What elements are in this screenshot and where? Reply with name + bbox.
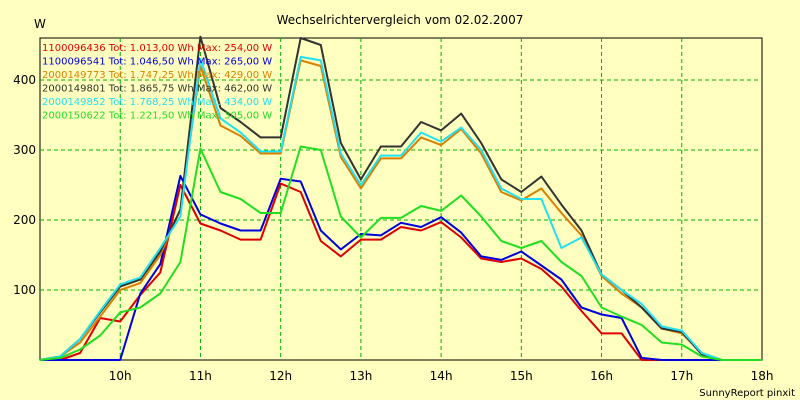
y-tick-label: 100: [13, 283, 36, 297]
y-tick-label: 200: [13, 213, 36, 227]
x-tick-label: 11h: [189, 369, 212, 383]
legend-entry-1100096436: 1100096436 Tot: 1.013,00 Wh Max: 254,00 …: [42, 43, 272, 54]
legend-entry-2000149801: 2000149801 Tot: 1.865,75 Wh Max: 462,00 …: [42, 84, 272, 95]
legend-entry-2000150622: 2000150622 Tot: 1.221,50 Wh Max: 305,00 …: [42, 111, 272, 122]
x-axis-ticks: 10h 11h 12h 13h 14h 15h 16h 17h 18h: [109, 369, 774, 383]
y-tick-label: 300: [13, 143, 36, 157]
x-tick-label: 13h: [349, 369, 372, 383]
x-tick-label: 10h: [109, 369, 132, 383]
legend-entry-2000149852: 2000149852 Tot: 1.768,25 Wh Max: 434,00 …: [42, 97, 272, 108]
x-tick-label: 18h: [751, 369, 774, 383]
legend-entry-2000149773: 2000149773 Tot: 1.747,25 Wh Max: 429,00 …: [42, 70, 272, 81]
x-tick-label: 15h: [510, 369, 533, 383]
series-lines: [39, 35, 762, 361]
series-line-2000150622: [39, 145, 762, 361]
x-tick-label: 17h: [670, 369, 693, 383]
chart-title: Wechselrichtervergleich vom 02.02.2007: [277, 13, 524, 27]
y-axis-ticks: 100 200 300 400: [13, 73, 36, 297]
series-line-1100096436: [40, 182, 762, 361]
series-line-2000149801: [39, 35, 762, 361]
series-line-1100096541: [40, 174, 762, 361]
legend: 1100096436 Tot: 1.013,00 Wh Max: 254,00 …: [42, 43, 272, 122]
y-axis-unit: W: [34, 17, 46, 31]
credit-label: SunnyReport pinxit: [699, 388, 795, 399]
x-tick-label: 16h: [590, 369, 613, 383]
x-tick-label: 14h: [430, 369, 453, 383]
grid-lines: [40, 38, 762, 360]
x-tick-label: 12h: [269, 369, 292, 383]
legend-entry-1100096541: 1100096541 Tot: 1.046,50 Wh Max: 265,00 …: [42, 57, 272, 68]
y-tick-label: 400: [13, 73, 36, 87]
series-line-2000149852: [39, 55, 762, 361]
